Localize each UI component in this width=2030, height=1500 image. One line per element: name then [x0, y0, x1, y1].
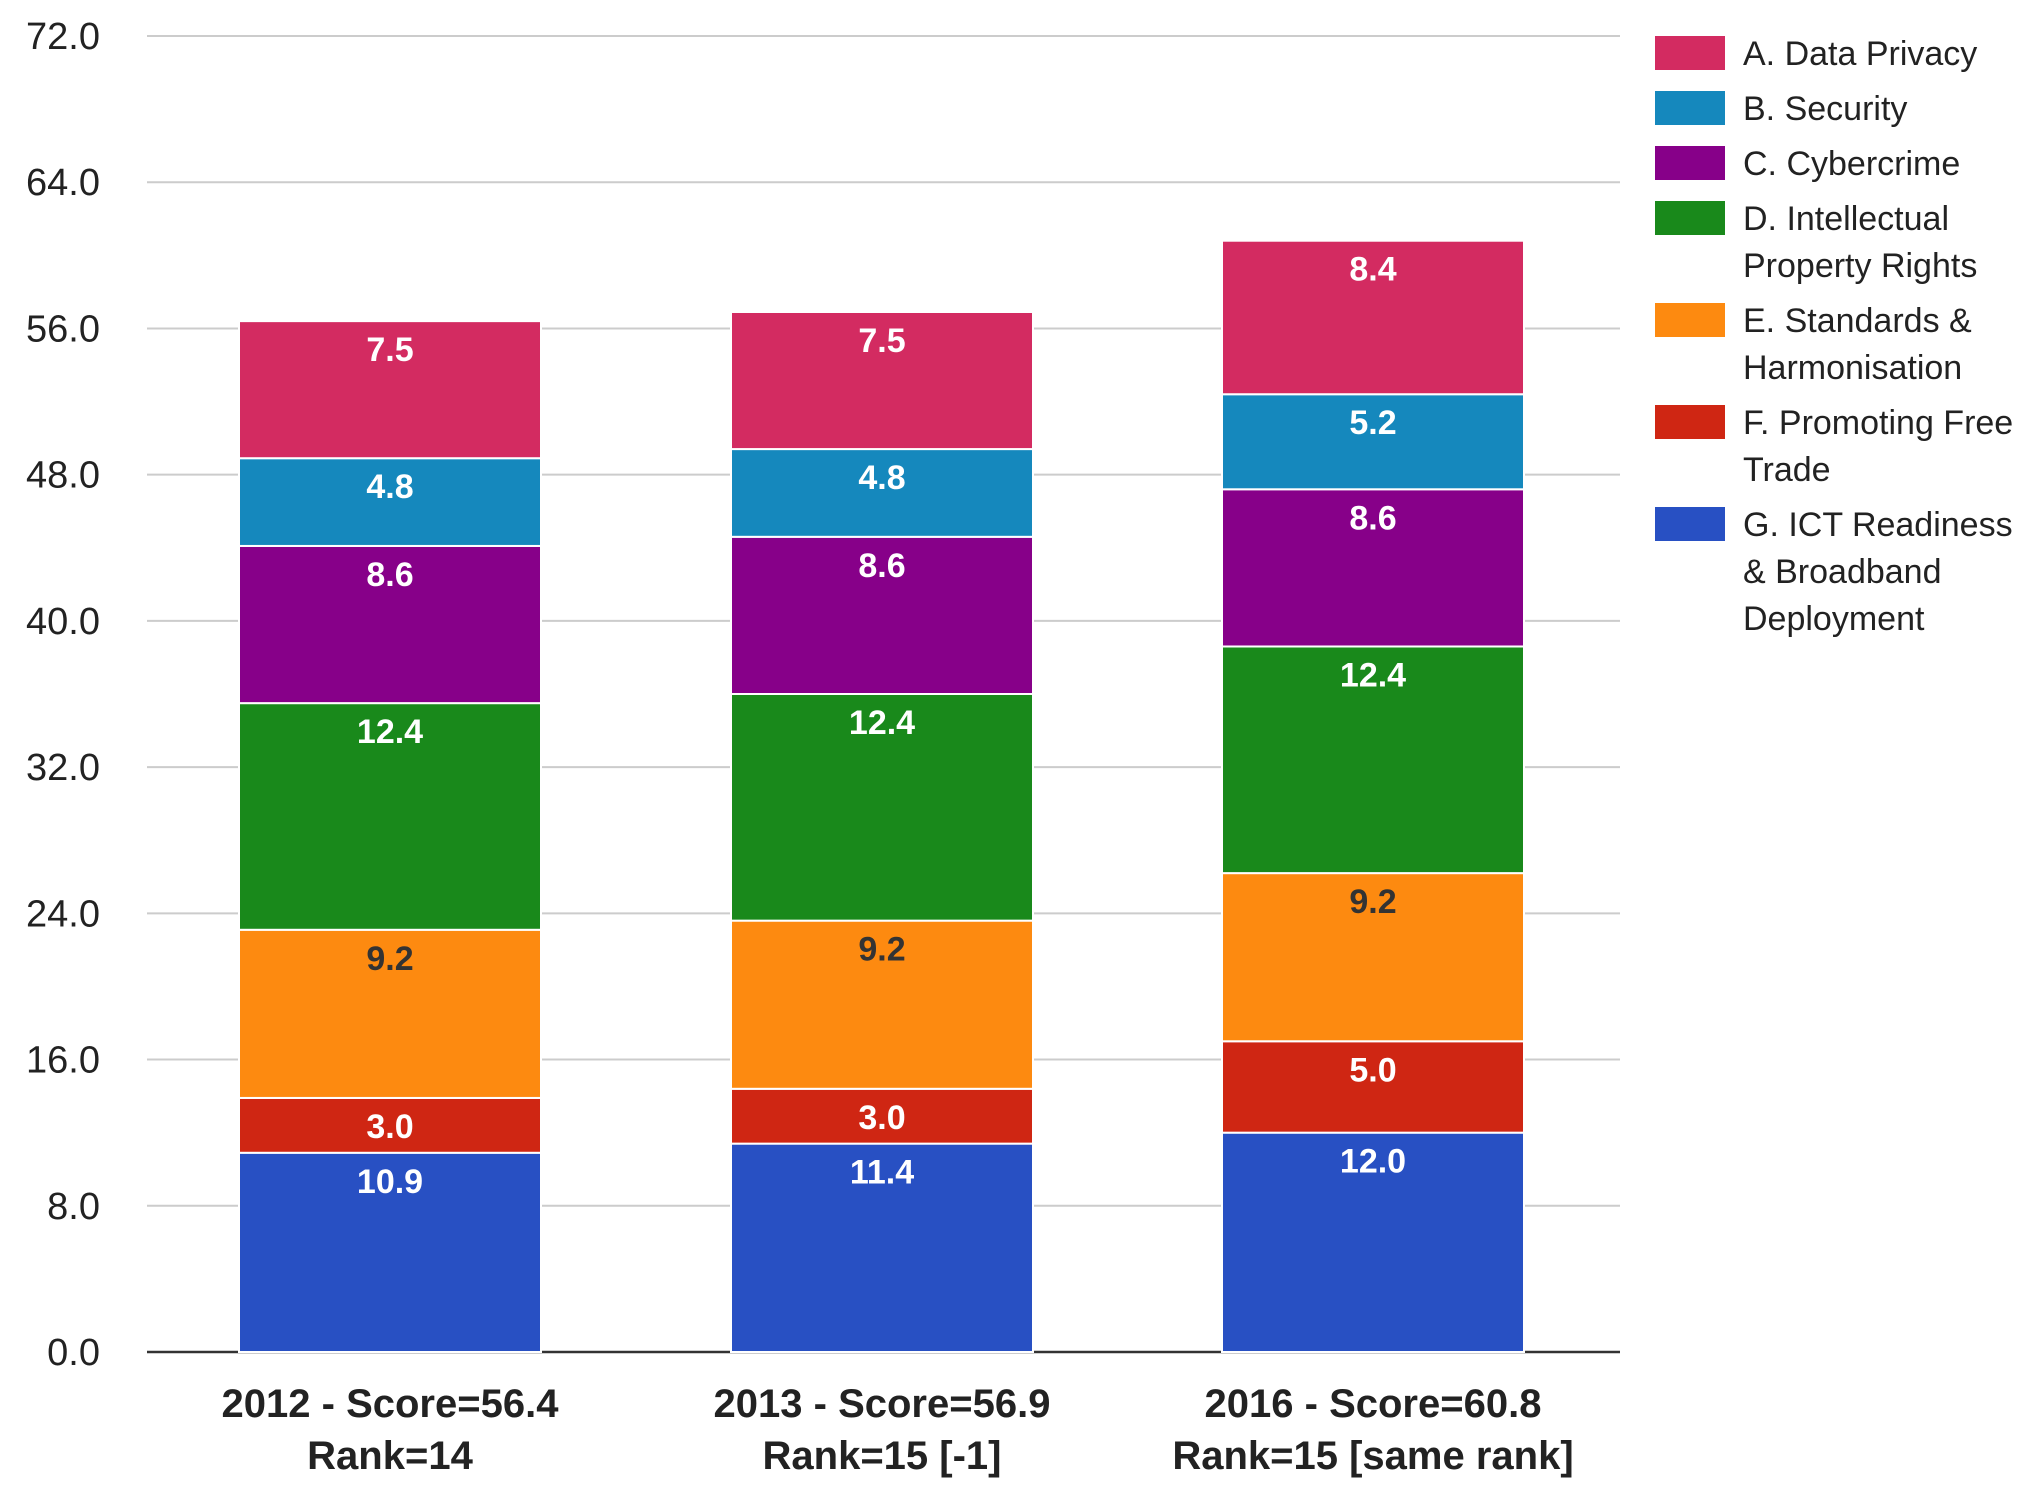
bar-segment	[730, 310, 1034, 451]
bar-segment	[730, 1142, 1034, 1353]
bar-segment	[730, 448, 1034, 538]
data-label: 5.2	[1349, 404, 1396, 442]
y-tick-label: 56.0	[26, 308, 100, 350]
data-label: 7.5	[858, 322, 905, 360]
data-label: 12.4	[1340, 656, 1406, 694]
legend-swatch	[1655, 91, 1725, 125]
x-category-label: 2016 - Score=60.8	[1205, 1382, 1542, 1426]
legend-label: G. ICT Readiness	[1743, 506, 2013, 544]
bar-segment	[1221, 393, 1525, 491]
legend-swatch	[1655, 36, 1725, 70]
data-label: 3.0	[366, 1108, 413, 1146]
legend-label: E. Standards &	[1743, 302, 1972, 340]
data-label: 12.4	[849, 704, 915, 742]
y-tick-label: 0.0	[47, 1332, 100, 1374]
bar-segment	[1221, 488, 1525, 648]
bar-segment	[1221, 239, 1525, 396]
legend-swatch	[1655, 507, 1725, 541]
legend-swatch	[1655, 405, 1725, 439]
legend-label: Deployment	[1743, 600, 1925, 638]
bar-segment	[1221, 872, 1525, 1043]
data-label: 3.0	[858, 1099, 905, 1137]
x-category-label: 2012 - Score=56.4	[222, 1382, 560, 1426]
data-label: 4.8	[366, 468, 413, 506]
bar-segment	[238, 1096, 542, 1154]
x-category-label: 2013 - Score=56.9	[714, 1382, 1051, 1426]
legend-label: C. Cybercrime	[1743, 145, 1960, 183]
y-tick-label: 24.0	[26, 893, 100, 935]
y-tick-label: 40.0	[26, 601, 100, 643]
bar-segment	[238, 457, 542, 547]
bar-segment	[730, 535, 1034, 695]
legend-swatch	[1655, 201, 1725, 235]
x-category-label: Rank=15 [same rank]	[1172, 1434, 1573, 1478]
bar-segment	[730, 919, 1034, 1090]
data-label: 5.0	[1349, 1051, 1396, 1089]
bar-segment	[238, 320, 542, 460]
bar-segment	[730, 1087, 1034, 1145]
data-label: 12.0	[1340, 1143, 1406, 1181]
legend-label: D. Intellectual	[1743, 200, 1949, 238]
data-label: 7.5	[366, 331, 413, 369]
data-label: 9.2	[366, 940, 413, 978]
bar-segment	[238, 544, 542, 705]
legend-label: & Broadband	[1743, 553, 1942, 591]
data-label: 10.9	[357, 1163, 423, 1201]
legend-swatch	[1655, 146, 1725, 180]
data-label: 12.4	[357, 713, 423, 751]
data-label: 9.2	[1349, 883, 1396, 921]
bar-segment	[730, 693, 1034, 922]
legend-label: Harmonisation	[1743, 349, 1962, 387]
data-label: 11.4	[850, 1154, 914, 1192]
legend-swatch	[1655, 303, 1725, 337]
bar-segment	[238, 928, 542, 1099]
legend-label: Property Rights	[1743, 247, 1977, 285]
y-tick-label: 64.0	[26, 162, 100, 204]
data-label: 8.6	[1349, 499, 1396, 537]
data-label: 9.2	[858, 931, 905, 969]
y-tick-label: 32.0	[26, 747, 100, 789]
y-tick-label: 48.0	[26, 455, 100, 497]
legend-label: A. Data Privacy	[1743, 35, 1977, 73]
x-category-label: Rank=15 [-1]	[763, 1434, 1002, 1478]
data-label: 8.6	[858, 547, 905, 585]
data-label: 4.8	[858, 459, 905, 497]
data-label: 8.4	[1349, 251, 1396, 289]
y-tick-label: 72.0	[26, 16, 100, 58]
legend-label: Trade	[1743, 451, 1831, 489]
legend-label: B. Security	[1743, 90, 1907, 128]
y-tick-label: 8.0	[47, 1186, 100, 1228]
x-category-label: Rank=14	[307, 1434, 473, 1478]
bar-segment	[238, 702, 542, 931]
data-label: 8.6	[366, 556, 413, 594]
legend-label: F. Promoting Free	[1743, 404, 2013, 442]
y-tick-label: 16.0	[26, 1040, 100, 1082]
bar-segment	[1221, 1040, 1525, 1134]
